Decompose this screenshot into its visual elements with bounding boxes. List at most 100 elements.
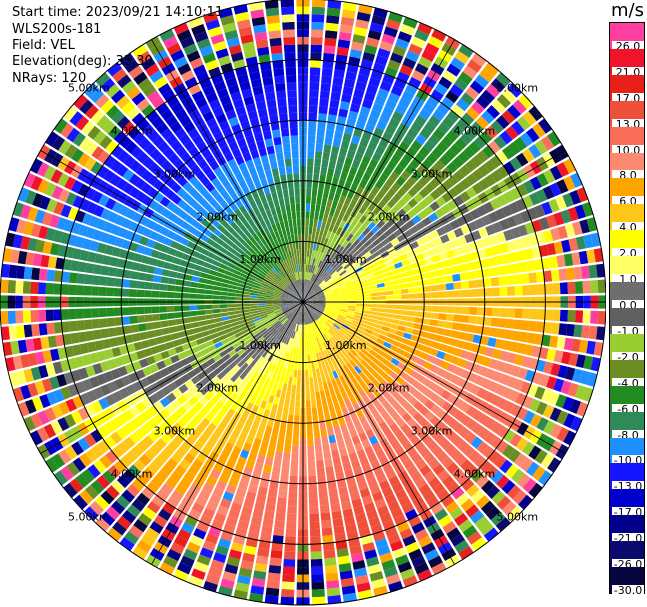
velocity-gate (268, 285, 276, 291)
velocity-gate (496, 360, 507, 372)
velocity-gate (47, 335, 58, 348)
velocity-gate (89, 501, 104, 516)
velocity-gate (289, 399, 295, 408)
velocity-gate (300, 286, 302, 295)
velocity-gate (342, 1, 357, 12)
velocity-gate (365, 230, 375, 240)
velocity-gate (568, 352, 579, 367)
velocity-gate (326, 320, 333, 327)
velocity-gate (377, 48, 391, 59)
velocity-gate (337, 282, 345, 288)
velocity-gate (182, 192, 193, 204)
velocity-gate (207, 371, 217, 381)
velocity-gate (210, 264, 219, 272)
velocity-gate (426, 332, 436, 341)
velocity-gate (395, 330, 405, 337)
velocity-gate (266, 580, 280, 589)
velocity-gate (308, 316, 312, 324)
velocity-gate (402, 534, 417, 547)
velocity-gate (238, 162, 248, 172)
velocity-gate (159, 313, 168, 321)
velocity-gate (290, 249, 295, 258)
velocity-gate (66, 127, 80, 143)
velocity-gate (417, 22, 433, 35)
velocity-gate (481, 268, 491, 278)
velocity-gate (235, 487, 247, 498)
velocity-gate (166, 165, 178, 177)
velocity-gate (479, 68, 494, 83)
velocity-gate (242, 306, 251, 310)
velocity-gate (350, 322, 359, 328)
velocity-gate (378, 304, 387, 309)
velocity-gate (564, 223, 576, 238)
velocity-gate (165, 476, 178, 489)
velocity-gate (464, 431, 477, 444)
velocity-gate (286, 173, 293, 182)
velocity-gate (299, 339, 302, 348)
velocity-gate (136, 244, 146, 254)
velocity-gate (336, 478, 347, 489)
velocity-gate (574, 310, 584, 323)
velocity-gate (334, 352, 342, 360)
velocity-gate (297, 296, 303, 302)
velocity-gate (352, 560, 366, 570)
velocity-gate (374, 366, 384, 375)
velocity-gate (360, 359, 369, 368)
velocity-gate (300, 279, 302, 287)
velocity-gate (325, 296, 334, 299)
velocity-gate (460, 350, 470, 360)
velocity-gate (23, 221, 34, 236)
velocity-gate (72, 344, 82, 356)
velocity-gate (400, 423, 411, 434)
velocity-gate (244, 418, 254, 428)
velocity-gate (290, 468, 298, 477)
velocity-gate (453, 347, 463, 357)
velocity-gate (72, 457, 86, 472)
velocity-gate (333, 302, 341, 305)
velocity-gate (257, 298, 266, 301)
velocity-gate (214, 400, 225, 410)
velocity-gate (484, 307, 493, 317)
velocity-gate (515, 198, 527, 212)
velocity-gate (507, 506, 522, 521)
velocity-gate (316, 398, 322, 408)
velocity-gate (241, 169, 251, 179)
velocity-gate (304, 309, 308, 317)
velocity-gate (36, 427, 50, 442)
velocity-gate (153, 76, 168, 90)
velocity-gate (375, 319, 384, 326)
velocity-gate (345, 388, 354, 398)
velocity-gate (170, 470, 183, 483)
velocity-gate (305, 287, 309, 295)
velocity-gate (521, 355, 532, 368)
velocity-gate (535, 188, 548, 203)
velocity-gate (114, 237, 125, 248)
velocity-gate (183, 204, 194, 214)
velocity-gate (436, 226, 447, 237)
velocity-gate (310, 536, 322, 545)
velocity-gate (352, 250, 361, 258)
velocity-gate (322, 324, 329, 331)
velocity-gate (526, 332, 536, 344)
velocity-gate (323, 542, 335, 552)
velocity-gate (107, 62, 123, 77)
velocity-gate (27, 207, 39, 222)
velocity-gate (216, 505, 229, 516)
velocity-gate (392, 547, 407, 559)
velocity-gate (361, 439, 371, 449)
velocity-gate (265, 307, 274, 311)
velocity-gate (44, 182, 57, 197)
velocity-gate (535, 271, 545, 283)
velocity-gate (534, 139, 548, 155)
velocity-gate (333, 209, 341, 218)
velocity-gate (143, 306, 152, 314)
velocity-gate (220, 287, 229, 292)
velocity-gate (434, 208, 445, 219)
velocity-gate (284, 543, 296, 552)
velocity-gate (132, 546, 148, 560)
velocity-gate (310, 296, 318, 300)
velocity-gate (474, 455, 487, 469)
velocity-gate (246, 260, 255, 268)
velocity-gate (506, 215, 517, 228)
velocity-gate (454, 539, 470, 554)
